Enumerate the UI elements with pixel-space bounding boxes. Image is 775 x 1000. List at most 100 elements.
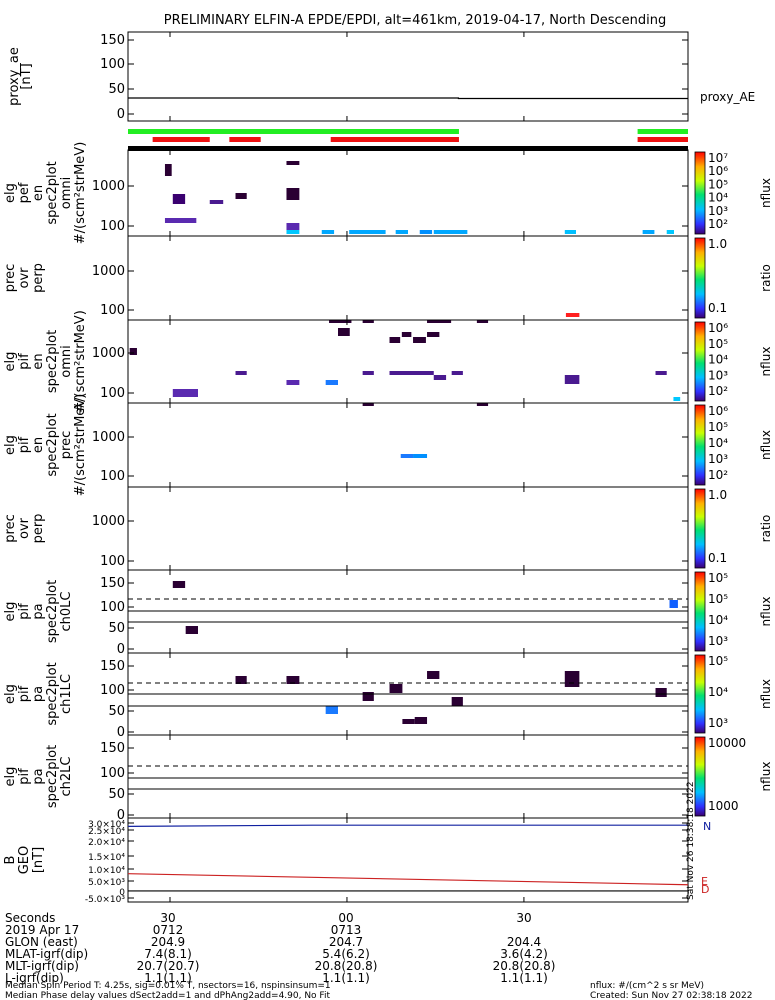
ylabel-line: pif [17, 353, 32, 370]
xaxis-row-value: 5.4(6.2) [322, 947, 370, 961]
status-green-0 [128, 129, 459, 134]
ylabel-line: [nT] [19, 63, 34, 89]
cell-8 [286, 230, 300, 234]
colorbar-tick: 10⁵ [708, 654, 728, 668]
ytick-label: 100 [100, 386, 125, 401]
ytick-label: 2.0×10⁴ [88, 838, 125, 848]
cell-3 [209, 200, 224, 204]
colorbar-tick: 10⁶ [708, 164, 728, 178]
colorbar-label: nflux [759, 679, 773, 709]
watermark: Sat Nov 26 18:38:18 2022 [686, 781, 696, 900]
cell-10 [349, 230, 386, 234]
xaxis-row-label: Seconds [5, 911, 55, 925]
ylabel: elg pif pa spec2plot ch0LC [3, 580, 74, 643]
ylabel-line: spec2plot [45, 161, 60, 224]
ylabel-line: omni [59, 177, 74, 209]
ylabel-line: en [31, 353, 46, 369]
colorbar-label: nflux [759, 178, 773, 208]
xaxis-row-value: 204.4 [507, 935, 541, 949]
colorbar-strip [694, 321, 706, 402]
colorbar-tick: 10⁵ [708, 420, 728, 434]
ylabel: elg pif en spec2plot omni #/(scm²strMeV) [3, 310, 88, 413]
ytick-label: 100 [100, 219, 125, 234]
ylabel-line: pef [17, 182, 32, 203]
ytick-label: 100 [100, 683, 125, 698]
colorbar-strip [694, 571, 706, 652]
cell-0 [172, 581, 186, 588]
status-red-2 [330, 137, 459, 142]
cell-7 [427, 332, 440, 337]
cell-1 [329, 320, 352, 323]
ylabel-line: elg [3, 435, 18, 455]
cell-7 [427, 671, 440, 679]
ylabel-line: elg [3, 183, 18, 203]
ylabel-line: prec [3, 514, 18, 542]
colorbar-tick: 10² [708, 217, 728, 231]
cell-1 [286, 676, 300, 684]
cell-16 [451, 371, 463, 375]
colorbar-label-text: nflux [759, 430, 773, 460]
cell-0 [362, 403, 374, 406]
colorbar-tick: 10³ [708, 452, 728, 466]
colorbar-tick: 10⁴ [708, 685, 728, 699]
footer-line1: Median Spin Period T: 4.25s, sig=0.01% T… [5, 981, 331, 991]
cell-17 [564, 375, 580, 384]
panel-frame [127, 486, 689, 571]
ytick-label: 0 [117, 107, 125, 122]
colorbar-tick: 10² [708, 384, 728, 398]
xaxis-row-value: 204.7 [329, 935, 363, 949]
status-red-3 [637, 137, 688, 142]
ylabel-line: ch1LC [59, 674, 74, 714]
ytick-label: 0 [119, 888, 125, 898]
panel-elfin-pa-ch0: 150 100 50 0 elg pif pa spec2plot ch0LC 10⁵ 10⁵ 10⁴… [3, 569, 773, 657]
ylabel-line: [nT] [31, 847, 46, 873]
ytick-label: 150 [100, 576, 125, 591]
colorbar-label: ratio [759, 264, 773, 292]
cell-1 [172, 194, 186, 204]
xaxis-row-value: 30 [516, 911, 531, 925]
ylabel-line: pa [31, 603, 46, 619]
footer-right2: Created: Sun Nov 27 02:38:18 2022 [590, 991, 752, 1000]
colorbar: 1.0 0.1 ratio [694, 237, 773, 319]
cell-8 [427, 320, 452, 323]
xaxis-row-value: 0713 [331, 923, 362, 937]
colorbar-tick: 10⁵ [708, 337, 728, 351]
cell-19 [172, 389, 198, 397]
ytick-label: 1000 [92, 346, 125, 361]
cell-4 [389, 337, 401, 343]
colorbar: 10⁵ 10⁵ 10⁴ 10³ nflux [694, 571, 773, 652]
cell-3 [362, 692, 374, 701]
colorbar-label: nflux [759, 597, 773, 627]
ytick-label: 100 [100, 600, 125, 615]
xaxis-row-value: 1.1(1.1) [500, 971, 548, 985]
colorbar-tick: 0.1 [708, 551, 727, 565]
colorbar-label: ratio [759, 515, 773, 543]
ylabel: elg pif pa spec2plot ch2LC [3, 745, 74, 808]
cell-5 [286, 161, 300, 165]
panel-elfin-epde-omni: 1000 100 elg pef en spec2plot omni #/(scm²strMe… [3, 142, 773, 245]
colorbar-tick: 10⁶ [708, 321, 728, 335]
ylabel-line: elg [3, 602, 18, 622]
cell-0 [235, 676, 247, 684]
ytick-label: 150 [100, 741, 125, 756]
colorbar-label: nflux [759, 762, 773, 792]
colorbar-tick: 1.0 [708, 488, 727, 502]
colorbar-label-text: nflux [759, 597, 773, 627]
ylabel-line: en [31, 437, 46, 453]
ylabel-line: spec2plot [45, 662, 60, 725]
xaxis-row-label: MLAT-igrf(dip) [5, 947, 88, 961]
status-red-0 [152, 137, 210, 142]
cell-0 [565, 313, 580, 317]
ylabel-line: ch2LC [59, 757, 74, 797]
ylabel-line: proxy_ae [7, 47, 22, 106]
cell-12 [419, 230, 433, 234]
ylabel-line: perp [31, 514, 46, 544]
colorbar-strip [694, 151, 706, 235]
ylabel: prec ovr perp [3, 263, 46, 293]
footer-line2: Median Phase delay values dSect2add=1 an… [5, 991, 330, 1000]
colorbar-tick: 1000 [708, 799, 739, 813]
colorbar-tick: 10³ [708, 204, 728, 218]
cell-13 [433, 230, 468, 234]
panel-elfin-epdi-omni: 1000 100 elg pif en spec2plot omni #/(scm²strMe… [3, 310, 773, 413]
